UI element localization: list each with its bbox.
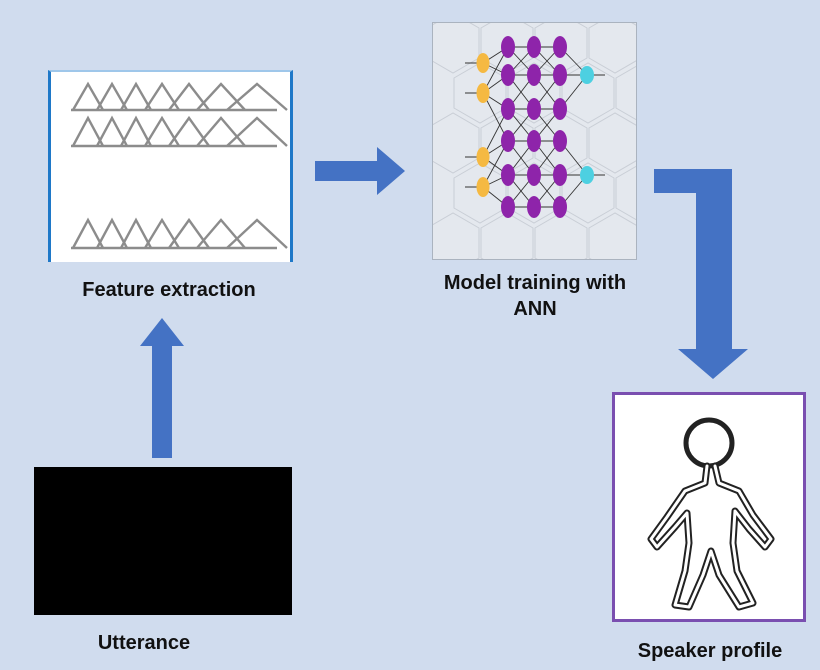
hidden-neuron xyxy=(501,98,515,120)
speaker-profile-label: Speaker profile xyxy=(637,640,783,662)
hidden-neuron xyxy=(553,36,567,58)
hidden-neuron xyxy=(501,36,515,58)
filter-triangle xyxy=(143,115,181,147)
input-neuron xyxy=(476,177,490,197)
input-neuron xyxy=(476,53,490,73)
filter-triangle xyxy=(226,82,288,111)
hidden-neuron xyxy=(527,64,541,86)
filter-triangle xyxy=(168,217,210,249)
model-training-panel xyxy=(432,22,637,260)
hidden-neuron xyxy=(553,164,567,186)
input-neuron xyxy=(476,147,490,167)
output-neuron xyxy=(580,66,594,84)
filter-triangle xyxy=(196,82,246,111)
arrow-right-icon xyxy=(315,147,405,195)
filter-triangle xyxy=(119,115,153,147)
utterance-label: Utterance xyxy=(97,632,191,654)
hidden-neuron xyxy=(527,36,541,58)
hidden-neuron xyxy=(501,130,515,152)
triangular-filterbank-icon xyxy=(71,81,288,250)
model-training-label-line1: Model training with xyxy=(443,272,627,294)
hidden-neuron xyxy=(527,98,541,120)
utterance-panel xyxy=(34,467,292,615)
filter-triangle xyxy=(196,218,246,249)
person-outline-icon xyxy=(647,417,775,611)
hidden-neuron xyxy=(527,164,541,186)
filter-triangle xyxy=(119,81,153,111)
feature-extraction-label: Feature extraction xyxy=(82,279,256,301)
feature-extraction-panel xyxy=(48,70,293,262)
arrow-elbow-down-icon xyxy=(654,169,748,379)
hidden-neuron xyxy=(553,196,567,218)
filter-triangle xyxy=(95,217,129,249)
hidden-neuron xyxy=(501,164,515,186)
neural-network-icon xyxy=(433,23,636,259)
filter-triangle xyxy=(71,217,105,249)
filter-triangle xyxy=(168,82,210,111)
filter-triangle xyxy=(119,217,153,249)
filter-triangle xyxy=(95,81,129,111)
filter-triangle xyxy=(71,81,105,111)
filter-triangle xyxy=(196,116,246,147)
filter-triangle xyxy=(143,217,181,249)
filter-triangle xyxy=(226,116,288,147)
hidden-neuron xyxy=(553,130,567,152)
speaker-profile-panel xyxy=(612,392,806,622)
output-neuron xyxy=(580,166,594,184)
hidden-neuron xyxy=(553,98,567,120)
hidden-neuron xyxy=(527,130,541,152)
input-neuron xyxy=(476,83,490,103)
filter-triangle xyxy=(226,218,288,249)
arrow-up-icon xyxy=(140,318,184,458)
hidden-neuron xyxy=(501,196,515,218)
filter-triangle xyxy=(168,115,210,147)
filter-triangle xyxy=(143,81,181,111)
hidden-neuron xyxy=(527,196,541,218)
hidden-neuron xyxy=(553,64,567,86)
model-training-label: Model training with ANN xyxy=(405,270,665,322)
filter-triangle xyxy=(95,115,129,147)
model-training-label-line2: ANN xyxy=(513,298,557,320)
audio-waveform-icon xyxy=(34,512,292,570)
filter-triangle xyxy=(71,115,105,147)
hidden-neuron xyxy=(501,64,515,86)
